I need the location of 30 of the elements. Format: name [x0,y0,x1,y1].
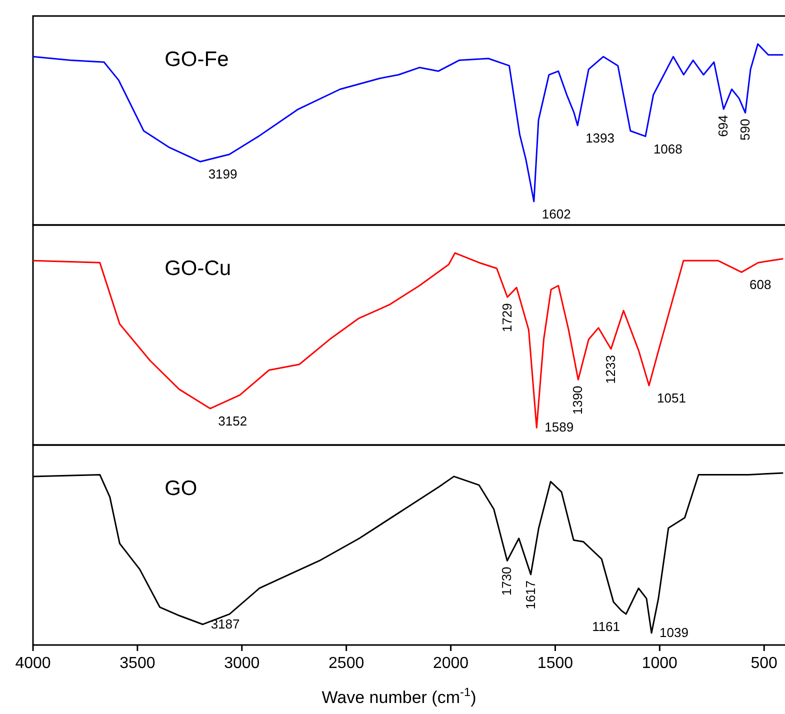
x-tick-label: 4000 [15,655,51,672]
x-axis-title: Wave number (cm$^{-1}$) [322,685,476,707]
annotation: 1051 [657,390,686,406]
x-tick-label: 3500 [120,655,156,672]
annotation: 3152 [218,414,248,429]
annotation: 1390 [570,386,586,415]
x-tick-label: 1500 [537,655,574,672]
annotation: 608 [750,277,772,292]
x-tick-label: 500 [750,655,778,672]
annotation: 1161 [592,619,620,634]
text: GO-Fe [164,48,229,71]
annotation: 590 [737,118,752,140]
x-tick-label: 3000 [224,655,260,672]
annotation: 1589 [544,420,574,435]
annotation: 1729 [499,303,514,332]
annotation: 1393 [586,130,614,146]
x-tick-label: 1000 [642,655,678,672]
annotation: 1233 [602,355,618,384]
annotation: 694 [716,115,731,137]
annotation: 1617 [522,580,538,610]
annotation: 1602 [542,206,571,222]
annotation: 3187 [210,616,240,632]
x-tick-label: 2000 [432,655,469,672]
annotation: 1068 [653,141,682,156]
x-tick-label: 2500 [328,655,364,672]
text: GO [164,477,198,500]
annotation: 1039 [660,624,688,640]
annotation: 3199 [208,166,238,182]
text: GO-Cu [164,257,232,280]
annotation: 1730 [499,566,514,596]
